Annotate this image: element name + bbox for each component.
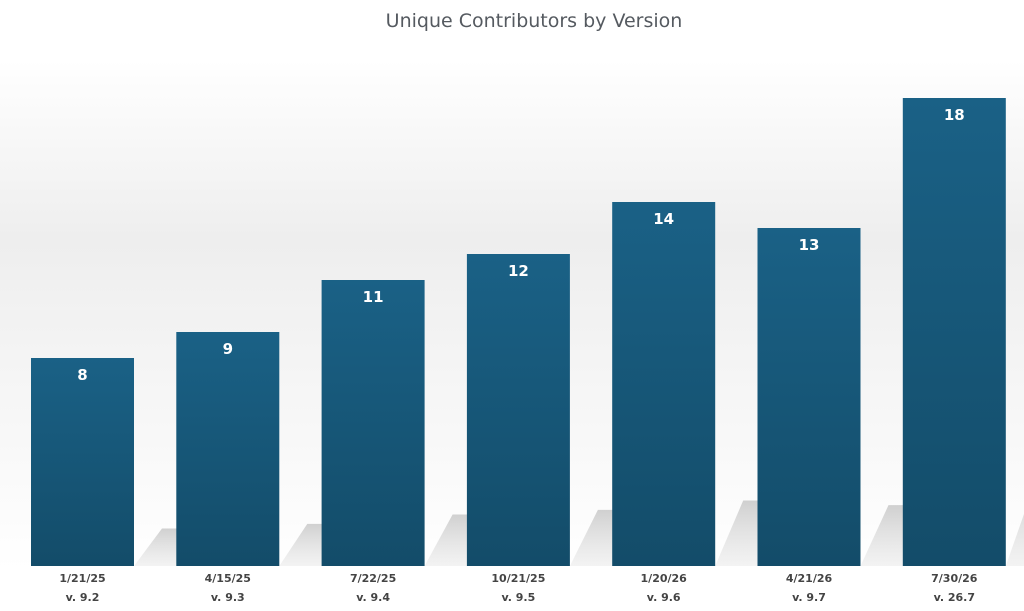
x-tick-version: v. 9.2 <box>66 591 100 604</box>
x-tick-date: 4/21/26 <box>786 572 833 585</box>
bar-data-label: 18 <box>944 106 965 124</box>
bar <box>321 280 425 566</box>
bar <box>902 98 1006 566</box>
bar <box>757 228 861 566</box>
x-tick-date: 7/30/26 <box>931 572 978 585</box>
bar-data-label: 12 <box>508 262 529 280</box>
x-tick-version: v. 9.3 <box>211 591 245 604</box>
x-tick-version: v. 9.4 <box>356 591 390 604</box>
x-tick-version: v. 9.5 <box>502 591 536 604</box>
chart-title: Unique Contributors by Version <box>386 10 683 32</box>
x-tick-date: 1/21/25 <box>59 572 105 585</box>
bar <box>176 332 280 566</box>
bars: 8 9 11 12 14 13 18 <box>31 98 1006 566</box>
bar-data-label: 8 <box>77 366 87 384</box>
x-tick-date: 1/20/26 <box>641 572 688 585</box>
x-tick-version: v. 9.6 <box>647 591 681 604</box>
x-tick-version: v. 9.7 <box>792 591 826 604</box>
bar-data-label: 11 <box>363 288 384 306</box>
x-tick-version: v. 26.7 <box>934 591 975 604</box>
x-tick-date: 7/22/25 <box>350 572 396 585</box>
x-axis-ticks: 1/21/25 v. 9.2 4/15/25 v. 9.3 7/22/25 v. 9.4 1… <box>59 572 977 604</box>
bar-data-label: 14 <box>653 210 674 228</box>
bar-shadow <box>1005 514 1024 566</box>
bar <box>31 358 134 566</box>
x-tick-date: 4/15/25 <box>205 572 251 585</box>
x-tick-date: 10/21/25 <box>491 572 545 585</box>
bar-data-label: 13 <box>799 236 820 254</box>
bar <box>466 254 570 566</box>
bar-data-label: 9 <box>223 340 233 358</box>
bar <box>612 202 716 566</box>
